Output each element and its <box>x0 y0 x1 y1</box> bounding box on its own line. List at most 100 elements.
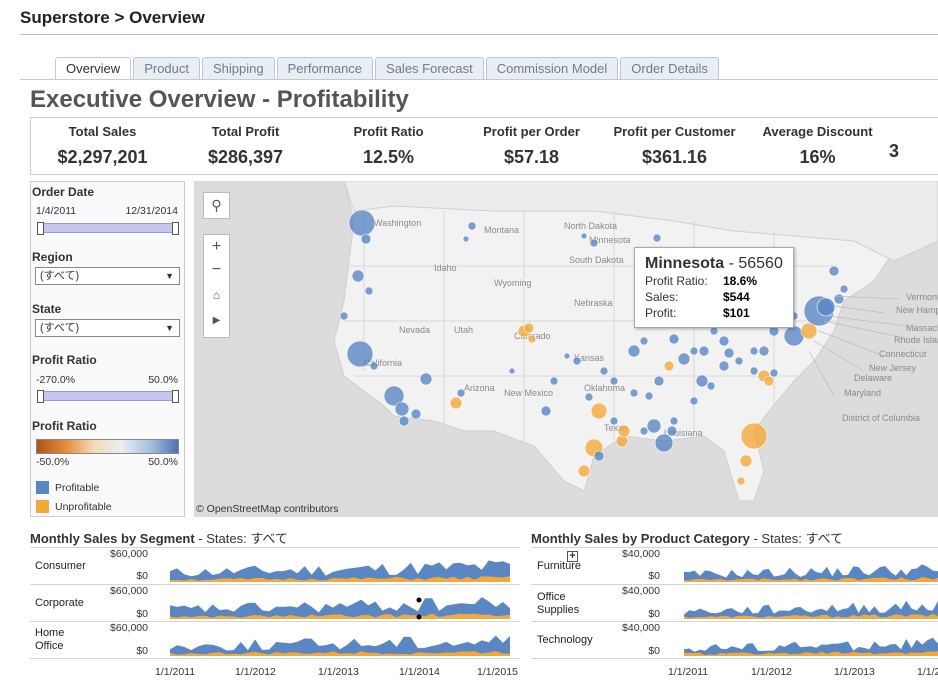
store-bubble[interactable] <box>580 232 588 240</box>
store-bubble[interactable] <box>718 360 730 372</box>
store-bubble[interactable] <box>666 425 678 437</box>
store-bubble[interactable] <box>449 396 463 410</box>
segment-panel-title: Monthly Sales by Segment - States: すべて <box>30 528 288 547</box>
store-bubble[interactable] <box>769 368 779 378</box>
expand-icon[interactable]: + <box>567 551 578 562</box>
store-bubble[interactable] <box>617 424 631 438</box>
store-bubble[interactable] <box>668 333 680 345</box>
store-bubble[interactable] <box>339 311 349 321</box>
store-bubble[interactable] <box>734 356 744 366</box>
store-bubble[interactable] <box>800 322 818 340</box>
store-bubble[interactable] <box>346 340 374 368</box>
store-bubble[interactable] <box>639 336 649 346</box>
store-bubble[interactable] <box>572 356 582 366</box>
store-bubble[interactable] <box>590 402 608 420</box>
store-bubble[interactable] <box>689 346 699 356</box>
store-bubble[interactable] <box>677 352 691 366</box>
map-attribution[interactable]: © OpenStreetMap contributors <box>196 503 339 515</box>
store-bubble[interactable] <box>653 375 665 387</box>
store-bubble[interactable] <box>577 464 591 478</box>
store-bubble[interactable] <box>369 361 379 371</box>
store-bubble[interactable] <box>394 401 410 417</box>
store-bubble[interactable] <box>589 238 599 248</box>
store-bubble[interactable] <box>718 335 730 347</box>
store-bubble[interactable] <box>348 209 376 237</box>
slider-handle-right[interactable] <box>172 222 179 235</box>
tab-order-details[interactable]: Order Details <box>620 57 719 79</box>
region-dropdown[interactable]: (すべて) ▼ <box>35 267 180 285</box>
store-bubble[interactable] <box>709 326 719 336</box>
store-bubble[interactable] <box>698 345 710 357</box>
store-bubble[interactable] <box>689 396 699 406</box>
store-bubble[interactable] <box>644 391 654 401</box>
profit-ratio-slider[interactable] <box>37 390 179 403</box>
legend-profitable[interactable]: Profitable <box>36 481 99 494</box>
store-bubble[interactable] <box>540 405 552 417</box>
store-bubble[interactable] <box>736 476 746 486</box>
store-bubble[interactable] <box>740 422 768 450</box>
zoom-out-icon[interactable]: − <box>211 261 222 278</box>
zoom-in-icon[interactable]: + <box>211 238 222 255</box>
store-bubble[interactable] <box>527 334 537 344</box>
store-bubble[interactable] <box>462 235 470 243</box>
tooltip-row: Profit: $101 <box>645 305 783 321</box>
tab-commission-model[interactable]: Commission Model <box>485 57 619 79</box>
tab-shipping[interactable]: Shipping <box>202 57 275 79</box>
store-bubble[interactable] <box>523 322 535 334</box>
store-bubble[interactable] <box>839 284 849 294</box>
store-bubble[interactable] <box>663 360 675 372</box>
store-bubble[interactable] <box>723 347 735 359</box>
map-canvas[interactable]: Washington Montana North Dakota Minnesota So… <box>194 181 938 517</box>
store-bubble[interactable] <box>467 221 477 231</box>
store-bubble[interactable] <box>749 346 759 356</box>
axis-zero: $0 <box>136 570 148 582</box>
store-bubble[interactable] <box>669 416 679 426</box>
home-icon[interactable]: ⌂ <box>212 288 221 302</box>
store-bubble[interactable] <box>749 366 759 376</box>
store-bubble[interactable] <box>563 352 571 360</box>
store-bubble[interactable] <box>410 408 422 420</box>
store-bubble[interactable] <box>758 345 770 357</box>
slider-handle-right[interactable] <box>172 390 179 403</box>
tab-overview[interactable]: Overview <box>55 57 132 79</box>
tab-sales-forecast[interactable]: Sales Forecast <box>375 57 484 79</box>
store-bubble[interactable] <box>652 233 662 243</box>
store-bubble[interactable] <box>584 392 594 402</box>
state-dropdown[interactable]: (すべて) ▼ <box>35 319 180 337</box>
store-bubble[interactable] <box>833 293 845 305</box>
store-bubble[interactable] <box>763 375 775 387</box>
slider-handle-left[interactable] <box>37 222 44 235</box>
store-bubble[interactable] <box>419 372 433 386</box>
store-bubble[interactable] <box>508 367 516 375</box>
play-icon[interactable]: ▶ <box>212 315 221 326</box>
store-bubble[interactable] <box>828 265 840 277</box>
store-bubble[interactable] <box>654 433 674 453</box>
search-icon[interactable]: ⚲ <box>203 192 230 219</box>
legend-unprofitable[interactable]: Unprofitable <box>36 500 112 513</box>
store-bubble[interactable] <box>398 415 410 427</box>
order-date-slider[interactable] <box>37 222 179 235</box>
store-bubble[interactable] <box>609 376 619 386</box>
store-bubble[interactable] <box>456 388 466 398</box>
store-bubble[interactable] <box>599 366 609 376</box>
store-bubble[interactable] <box>739 454 753 468</box>
slider-handle-left[interactable] <box>37 390 44 403</box>
store-bubble[interactable] <box>549 376 559 386</box>
store-bubble[interactable] <box>706 381 716 391</box>
axis-zero: $0 <box>648 570 660 582</box>
store-bubble[interactable] <box>695 374 709 388</box>
store-bubble[interactable] <box>629 388 639 398</box>
store-bubble[interactable] <box>609 416 619 426</box>
store-bubble[interactable] <box>351 269 365 283</box>
tab-performance[interactable]: Performance <box>276 57 374 79</box>
store-bubble[interactable] <box>364 286 374 296</box>
tab-product[interactable]: Product <box>133 57 200 79</box>
profit-map[interactable]: Washington Montana North Dakota Minnesota So… <box>194 181 938 517</box>
store-bubble[interactable] <box>816 297 836 317</box>
store-bubble[interactable] <box>639 426 649 436</box>
store-bubble[interactable] <box>646 418 662 434</box>
store-bubble[interactable] <box>383 385 405 407</box>
store-bubble[interactable] <box>627 344 641 358</box>
store-bubble[interactable] <box>593 450 605 462</box>
store-bubble[interactable] <box>360 233 372 245</box>
